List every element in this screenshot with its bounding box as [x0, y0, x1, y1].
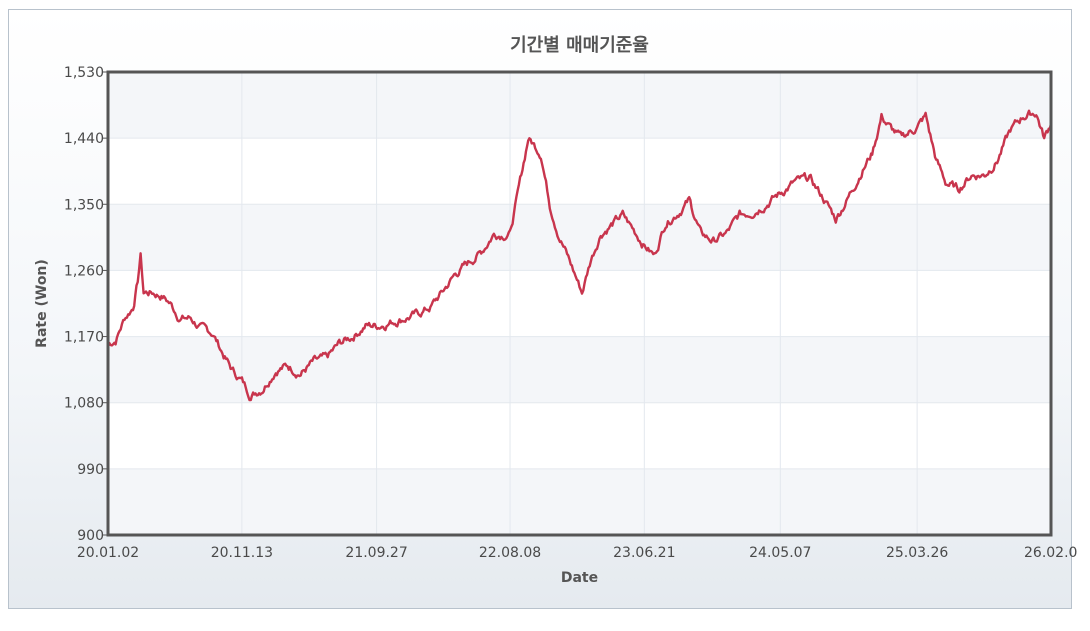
y-tick-label: 900 — [77, 528, 104, 544]
y-axis-ticks: 900 990 1,080 1,170 1,260 1,350 1,440 1,530 — [64, 65, 108, 544]
x-tick-label: 25.03.26 — [886, 545, 948, 561]
x-tick-label: 22.08.08 — [479, 545, 541, 561]
plot-border — [106, 70, 1053, 537]
x-tick-label: 24.05.07 — [749, 545, 811, 561]
y-tick-label: 1,350 — [64, 197, 104, 213]
x-tick-label: 20.11.13 — [211, 545, 273, 561]
y-tick-label: 1,260 — [64, 263, 104, 279]
grid-band — [108, 204, 1051, 271]
grid-band — [108, 72, 1051, 139]
grid-band — [108, 336, 1051, 403]
x-axis-ticks: 20.01.02 20.11.13 21.09.27 22.08.08 23.06.21… — [77, 545, 1078, 561]
plot-area — [108, 72, 1051, 535]
y-tick-label: 1,170 — [64, 330, 104, 346]
x-tick-label: 21.09.27 — [345, 545, 407, 561]
x-axis-title: Date — [561, 570, 598, 586]
y-tick-label: 1,080 — [64, 396, 104, 412]
gridlines — [107, 71, 1052, 536]
x-tick-label: 26.02.0 — [1024, 545, 1077, 561]
series-line — [107, 109, 1053, 402]
y-tick-label: 1,530 — [64, 65, 104, 81]
y-tick-label: 1,440 — [64, 131, 104, 147]
y-tick-label: 990 — [77, 462, 104, 478]
x-tick-label: 23.06.21 — [613, 545, 675, 561]
chart-title: 기간별 매매기준율 — [510, 35, 649, 56]
y-axis-title: Rate (Won) — [34, 259, 50, 348]
x-tick-label: 20.01.02 — [77, 545, 139, 561]
grid-band — [108, 468, 1051, 535]
